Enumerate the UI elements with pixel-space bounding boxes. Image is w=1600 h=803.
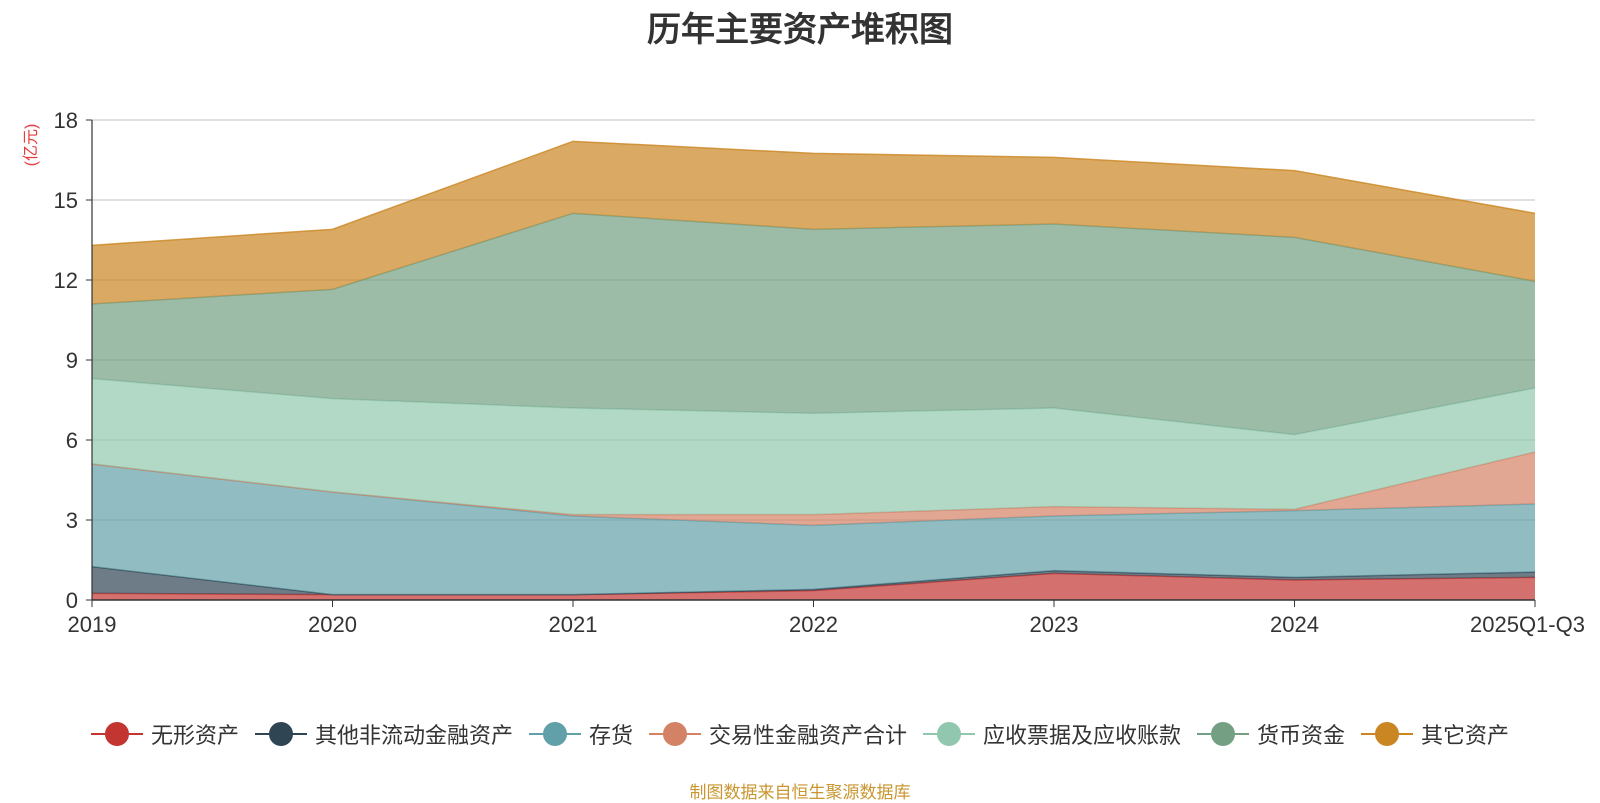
legend-label: 无形资产 bbox=[150, 724, 239, 749]
legend-marker-icon bbox=[254, 722, 307, 746]
legend-marker-icon bbox=[1197, 722, 1250, 746]
x-tick-label: 2025Q1-Q3 bbox=[1470, 612, 1585, 637]
line-series-7 bbox=[91, 140, 1536, 247]
legend-marker-icon bbox=[90, 722, 143, 746]
source-note: 制图数据来自恒生聚源数据库 bbox=[689, 783, 911, 803]
legend-item[interactable]: 其他非流动金融资产 bbox=[254, 718, 513, 750]
area-series-6 bbox=[92, 213, 1535, 435]
y-tick-label: 18 bbox=[54, 108, 78, 133]
y-tick-label: 9 bbox=[66, 348, 78, 373]
axes: 0 3 6 9 12 15 18 2019 2020 2021 2022 2023 2024 2025Q1… bbox=[54, 108, 1585, 637]
y-tick-label: 6 bbox=[66, 428, 78, 453]
x-tick-label: 2021 bbox=[549, 612, 598, 637]
legend-item[interactable]: 存货 bbox=[528, 718, 633, 750]
legend-item[interactable]: 其它资产 bbox=[1361, 718, 1509, 750]
area-series-5 bbox=[92, 378, 1535, 515]
y-tick-label: 3 bbox=[66, 508, 78, 533]
legend-marker-icon bbox=[528, 722, 581, 746]
legend-label: 货币资金 bbox=[1257, 724, 1346, 749]
legend-item[interactable]: 应收票据及应收账款 bbox=[923, 718, 1181, 750]
x-tick-label: 2022 bbox=[789, 612, 838, 637]
x-tick-label: 2019 bbox=[68, 612, 117, 637]
y-tick-label: 0 bbox=[66, 588, 78, 613]
y-tick-label: 12 bbox=[54, 268, 78, 293]
chart-title: 历年主要资产堆积图 bbox=[647, 10, 953, 50]
y-tick-label: 15 bbox=[54, 188, 78, 213]
legend-label: 存货 bbox=[588, 724, 633, 749]
legend-label: 其他非流动金融资产 bbox=[314, 724, 513, 749]
legend-item[interactable]: 货币资金 bbox=[1197, 718, 1345, 750]
area-series-1 bbox=[92, 573, 1535, 600]
area-series-2 bbox=[92, 566, 1535, 595]
legend-item[interactable]: 无形资产 bbox=[90, 718, 239, 750]
legend: 无形资产 其他非流动金融资产 存货 交易性金融资产合计 应收票据及应收账款 货币资金 其它资… bbox=[0, 718, 1600, 750]
area-series-3 bbox=[92, 464, 1535, 595]
legend-marker-icon bbox=[648, 722, 701, 746]
legend-marker-icon bbox=[1361, 722, 1414, 746]
stacked-areas bbox=[91, 140, 1536, 600]
x-tick-label: 2020 bbox=[308, 612, 357, 637]
y-axis-label: (亿元) bbox=[22, 124, 40, 167]
x-tick-label: 2024 bbox=[1270, 612, 1319, 637]
legend-label: 交易性金融资产合计 bbox=[708, 724, 907, 749]
area-series-7 bbox=[92, 141, 1535, 304]
legend-label: 应收票据及应收账款 bbox=[983, 724, 1182, 749]
x-tick-label: 2023 bbox=[1030, 612, 1079, 637]
legend-label: 其它资产 bbox=[1421, 724, 1510, 749]
legend-marker-icon bbox=[923, 722, 975, 746]
legend-item[interactable]: 交易性金融资产合计 bbox=[648, 718, 907, 750]
